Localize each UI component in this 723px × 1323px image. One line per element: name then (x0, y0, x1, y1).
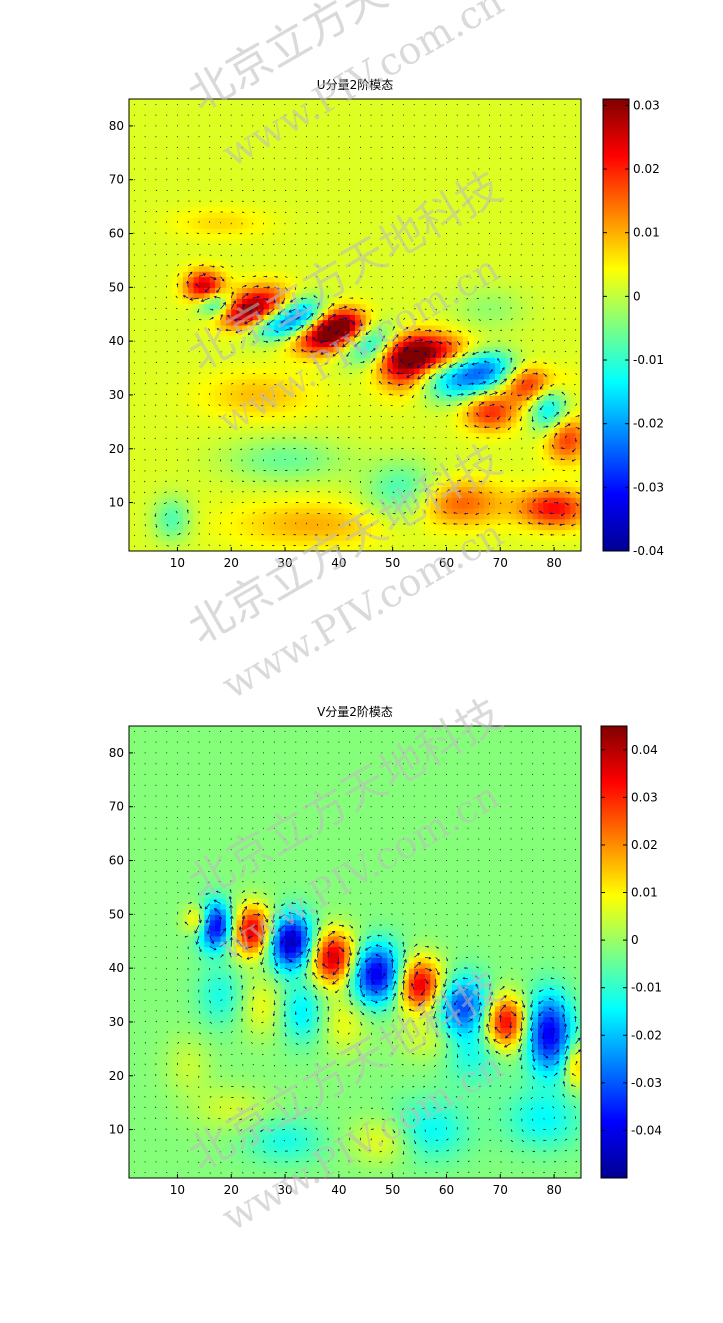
colorbar-tick-label: 0.01 (633, 226, 660, 240)
y-tick-label: 30 (109, 388, 124, 402)
y-tick-label: 40 (109, 334, 124, 348)
colorbar: 0.03 0.02 0.01 0 -0.01 -0.02 -0.03 -0.04 (602, 98, 664, 558)
colorbar-tick-label: -0.02 (633, 417, 664, 431)
x-tick-label: 60 (439, 556, 454, 570)
y-tick-label: 30 (109, 1015, 124, 1029)
x-tick-label: 80 (546, 556, 561, 570)
plot-frame (128, 725, 582, 1179)
y-tick-label: 60 (109, 854, 124, 868)
heatmap-field (129, 726, 581, 1178)
y-axis: 10 20 30 40 50 60 70 80 (109, 119, 133, 510)
x-axis: 10 20 30 40 50 60 70 80 (170, 547, 562, 570)
colorbar: 0.04 0.03 0.02 0.01 0 -0.01 -0.02 -0.03 -0.04 (600, 725, 662, 1179)
x-tick-label: 70 (493, 556, 508, 570)
y-tick-label: 20 (109, 442, 124, 456)
colorbar-tick-label: 0.02 (633, 162, 660, 176)
y-tick-label: 60 (109, 227, 124, 241)
colorbar-tick-label: -0.03 (631, 1076, 662, 1090)
colorbar-tick-label: -0.03 (633, 480, 664, 494)
y-tick-label: 80 (109, 119, 124, 133)
heatmap-field (129, 99, 581, 551)
y-tick-label: 80 (109, 746, 124, 760)
vector-field (133, 730, 581, 1175)
colorbar-tick-label: -0.02 (631, 1028, 662, 1042)
y-tick-label: 40 (109, 961, 124, 975)
x-tick-label: 10 (170, 556, 185, 570)
x-tick-label: 20 (224, 556, 239, 570)
y-tick-label: 10 (109, 1123, 124, 1137)
plot-frame (128, 98, 582, 552)
colorbar-tick-label: 0.03 (631, 790, 658, 804)
colorbar-tick-label: 0.03 (633, 98, 660, 112)
chart-title: V分量2阶模态 (317, 705, 393, 719)
colorbar-gradient (600, 725, 628, 1179)
y-tick-label: 50 (109, 907, 124, 921)
colorbar-gradient (602, 98, 630, 552)
x-tick-label: 10 (170, 1183, 185, 1197)
x-tick-label: 50 (385, 1183, 400, 1197)
colorbar-tick-label: 0 (633, 289, 641, 303)
x-tick-label: 70 (493, 1183, 508, 1197)
colorbar-tick-label: 0.02 (631, 838, 658, 852)
y-tick-label: 50 (109, 280, 124, 294)
colorbar-tick-label: 0.01 (631, 886, 658, 900)
x-tick-label: 40 (331, 556, 346, 570)
chart-u-mode2: U分量2阶模态 10 20 30 40 50 60 70 80 10 20 30 40 50 60 70 8… (109, 78, 664, 570)
colorbar-ticks: 0.03 0.02 0.01 0 -0.01 -0.02 -0.03 -0.04 (603, 98, 664, 558)
colorbar-tick-label: -0.01 (631, 981, 662, 995)
plot-area (128, 98, 582, 552)
colorbar-tick-label: 0 (631, 933, 639, 947)
x-tick-label: 60 (439, 1183, 454, 1197)
colorbar-tick-label: -0.01 (633, 353, 664, 367)
x-tick-label: 30 (277, 556, 292, 570)
y-tick-label: 70 (109, 173, 124, 187)
x-tick-label: 80 (546, 1183, 561, 1197)
chart-v-mode2: V分量2阶模态 10 20 30 40 50 60 70 80 10 20 30 40 50 60 70 8… (109, 705, 662, 1197)
y-tick-label: 20 (109, 1069, 124, 1083)
y-tick-label: 70 (109, 800, 124, 814)
colorbar-tick-label: -0.04 (631, 1123, 662, 1137)
colorbar-tick-label: 0.04 (631, 743, 658, 757)
colorbar-tick-label: -0.04 (633, 544, 664, 558)
x-tick-label: 30 (277, 1183, 292, 1197)
chart-title: U分量2阶模态 (317, 78, 393, 92)
plot-area (128, 725, 582, 1179)
colorbar-ticks: 0.04 0.03 0.02 0.01 0 -0.01 -0.02 -0.03 -0.04 (601, 743, 662, 1137)
x-axis: 10 20 30 40 50 60 70 80 (170, 1174, 562, 1197)
x-tick-label: 20 (224, 1183, 239, 1197)
y-tick-label: 10 (109, 496, 124, 510)
y-axis: 10 20 30 40 50 60 70 80 (109, 746, 133, 1137)
vector-field (133, 103, 581, 548)
x-tick-label: 50 (385, 556, 400, 570)
x-tick-label: 40 (331, 1183, 346, 1197)
